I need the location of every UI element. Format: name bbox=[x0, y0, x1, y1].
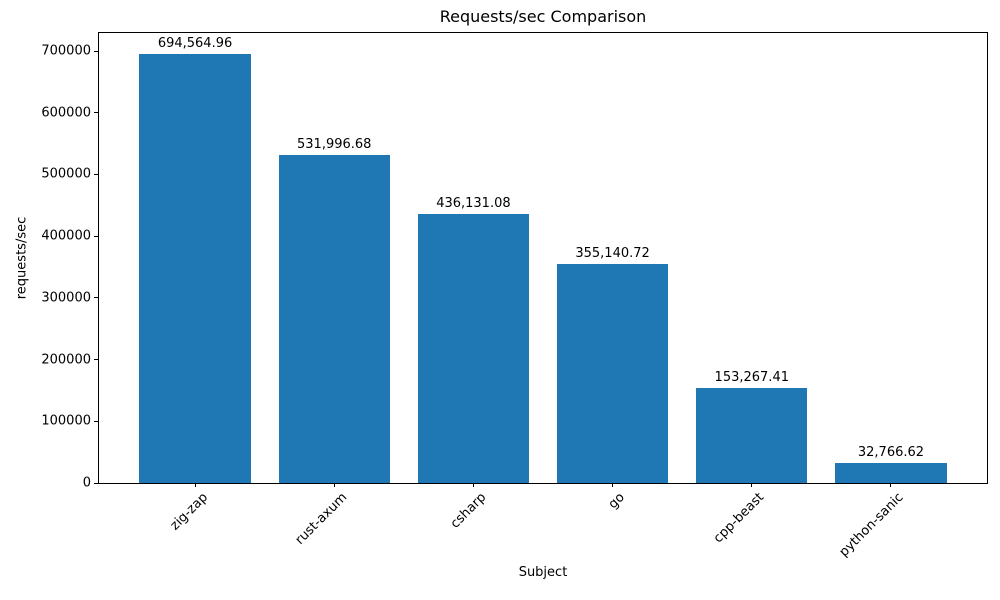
x-axis-tick-label: rust-axum bbox=[292, 490, 350, 548]
x-axis-tick bbox=[333, 483, 335, 487]
y-axis-tick bbox=[94, 420, 98, 422]
y-axis-tick-label: 700000 bbox=[41, 43, 91, 59]
x-axis-tick bbox=[890, 483, 892, 487]
y-axis-tick bbox=[94, 297, 98, 299]
y-axis-label: requests/sec bbox=[14, 216, 30, 300]
y-axis-tick bbox=[94, 482, 98, 484]
y-axis-tick-label: 500000 bbox=[41, 166, 91, 182]
y-axis-tick-label: 600000 bbox=[41, 105, 91, 121]
y-axis-tick-label: 100000 bbox=[41, 413, 91, 429]
plot-area: 0 100000 200000 300000 400000 500000 600000 700… bbox=[41, 32, 988, 560]
bar bbox=[696, 388, 808, 483]
x-axis-tick bbox=[612, 483, 614, 487]
bar-value-label: 531,996.68 bbox=[297, 136, 372, 152]
x-axis-tick-label: cpp-beast bbox=[711, 490, 768, 547]
bar bbox=[278, 154, 390, 483]
y-axis-tick-label: 200000 bbox=[41, 352, 91, 368]
bar bbox=[139, 54, 251, 483]
y-axis-tick bbox=[94, 50, 98, 52]
y-axis-tick-label: 300000 bbox=[41, 290, 91, 306]
bar-value-label: 436,131.08 bbox=[436, 195, 511, 211]
y-axis-tick bbox=[94, 359, 98, 361]
chart-title: Requests/sec Comparison bbox=[439, 7, 647, 26]
y-axis-tick bbox=[94, 173, 98, 175]
bar bbox=[417, 213, 530, 483]
x-axis-tick-label: csharp bbox=[447, 490, 490, 532]
x-axis-tick-label: go bbox=[606, 490, 629, 513]
y-axis-tick bbox=[94, 112, 98, 114]
x-axis-label: Subject bbox=[518, 565, 568, 580]
x-axis-tick bbox=[472, 483, 474, 487]
x-axis-tick bbox=[751, 483, 753, 487]
x-axis-tick bbox=[194, 483, 196, 487]
bar-value-label: 694,564.96 bbox=[157, 36, 233, 52]
bar-value-label: 355,140.72 bbox=[575, 245, 650, 261]
y-axis-tick-label: 0 bbox=[82, 475, 91, 491]
y-axis-tick bbox=[94, 235, 98, 237]
x-axis-tick-label: python-sanic bbox=[836, 490, 907, 560]
bar-value-label: 32,766.62 bbox=[857, 444, 925, 460]
x-axis-tick-label: zig-zap bbox=[167, 490, 211, 534]
y-axis-tick-label: 400000 bbox=[41, 228, 91, 244]
bar-value-label: 153,267.41 bbox=[714, 370, 789, 386]
bar bbox=[556, 263, 669, 483]
bar bbox=[835, 462, 947, 483]
